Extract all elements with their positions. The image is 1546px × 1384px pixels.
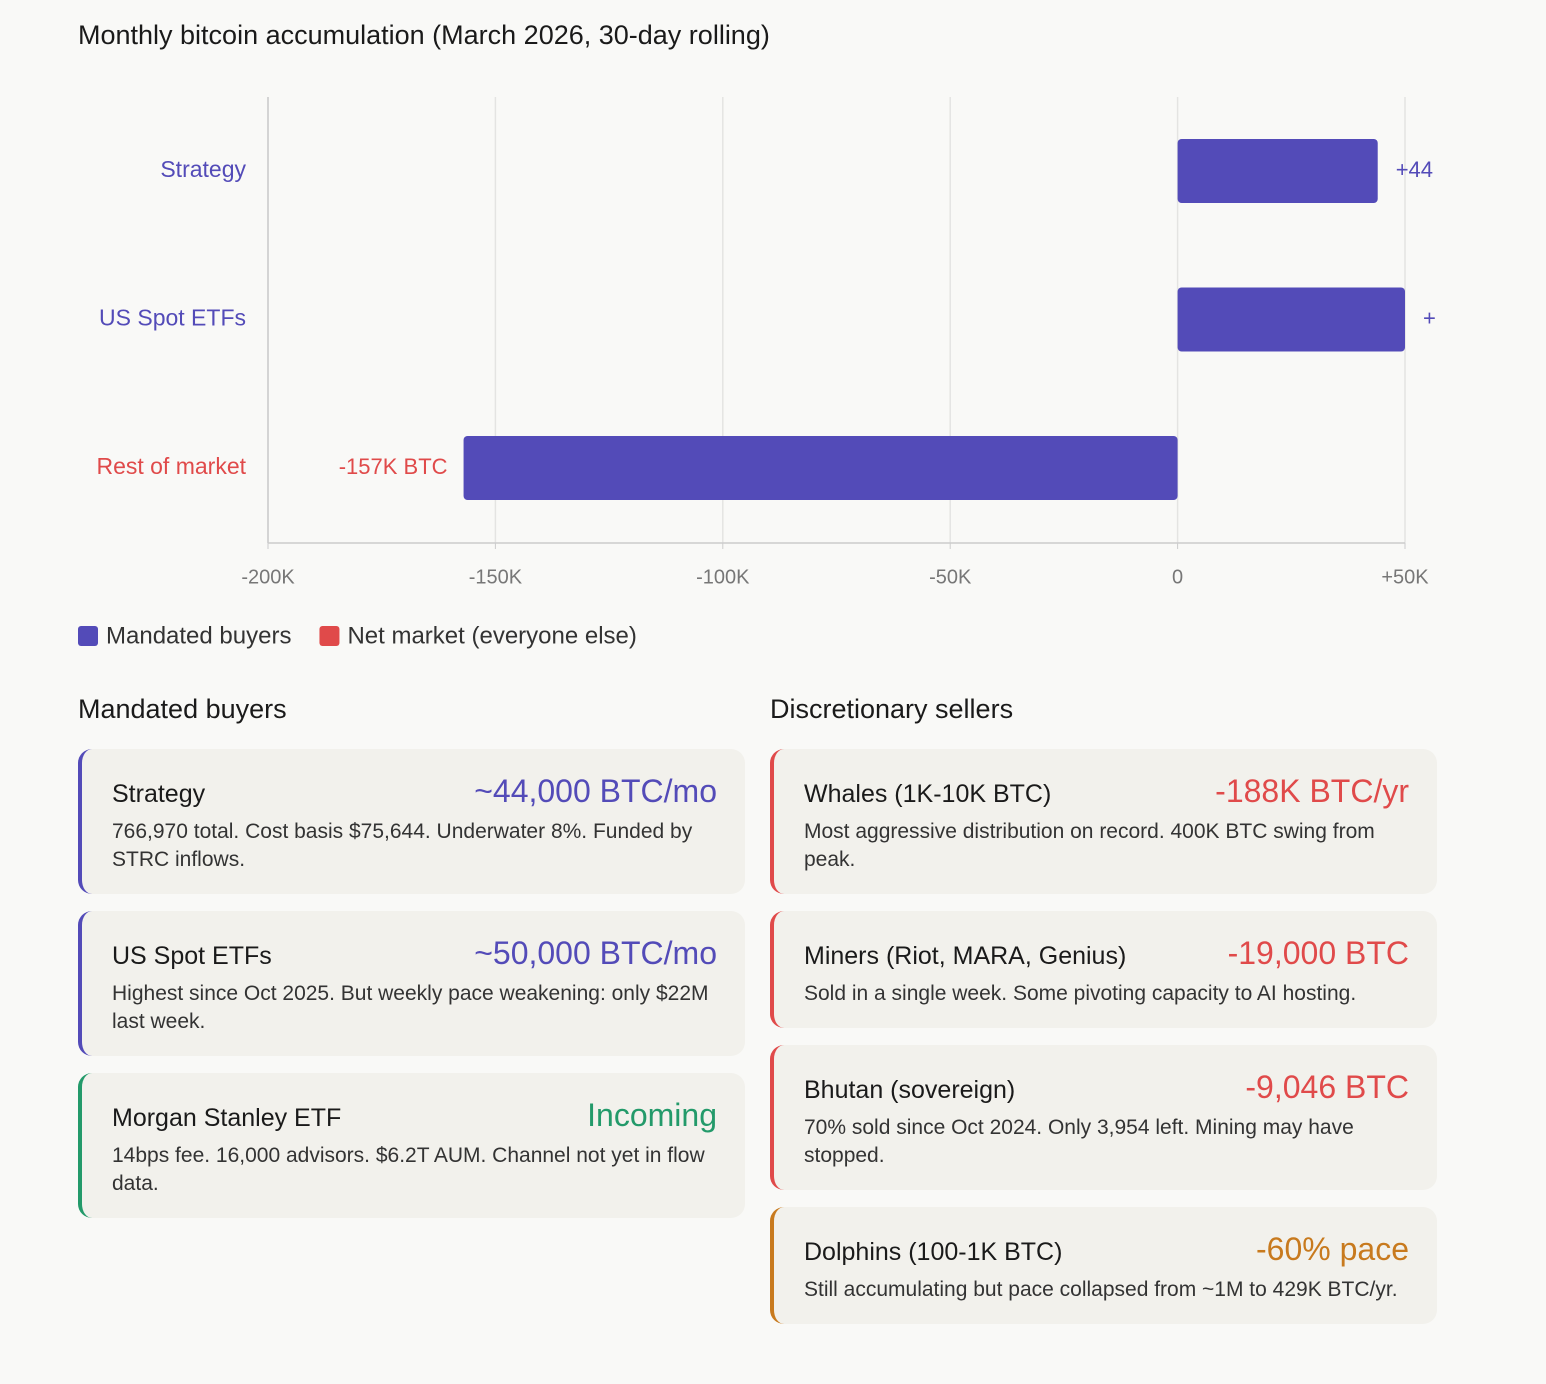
category-label: US Spot ETFs [99, 305, 246, 331]
card-name: Strategy [112, 780, 206, 808]
card: Strategy ~44,000 BTC/mo 766,970 total. Cos… [78, 749, 745, 894]
x-tick-label: -50K [929, 566, 972, 588]
card-description: 766,970 total. Cost basis $75,644. Under… [112, 820, 693, 871]
x-tick-label: +50K [1381, 566, 1429, 588]
card-value: -19,000 BTC [1227, 935, 1409, 971]
legend-swatch [319, 626, 340, 646]
card-header: US Spot ETFs ~50,000 BTC/mo [112, 935, 717, 972]
card: US Spot ETFs ~50,000 BTC/mo Highest since … [78, 911, 745, 1056]
card: Bhutan (sovereign) -9,046 BTC 70% sold sin… [770, 1045, 1437, 1190]
x-tick-label: 0 [1172, 566, 1183, 588]
x-tick-label: -100K [696, 566, 750, 588]
buyers-column: Mandated buyers Strategy ~44,000 BTC/mo 766… [78, 690, 745, 1218]
legend-swatch [78, 626, 98, 646]
card-value: ~50,000 BTC/mo [474, 935, 717, 971]
x-tick-label: -150K [469, 566, 523, 588]
card-description: Highest since Oct 2025. But weekly pace … [112, 982, 709, 1033]
bar [1177, 139, 1378, 203]
card-header: Whales (1K-10K BTC) -188K BTC/yr [804, 773, 1409, 810]
card-header: Dolphins (100-1K BTC) -60% pace [804, 1231, 1409, 1268]
card-description: Still accumulating but pace collapsed fr… [804, 1278, 1398, 1301]
value-label: + [1423, 305, 1436, 330]
card-name: Morgan Stanley ETF [112, 1104, 342, 1132]
card-value: ~44,000 BTC/mo [474, 773, 717, 809]
card-description: Sold in a single week. Some pivoting cap… [804, 982, 1357, 1005]
card-description: Most aggressive distribution on record. … [804, 820, 1375, 871]
chart-title: Monthly bitcoin accumulation (March 2026… [78, 20, 770, 50]
card: Dolphins (100-1K BTC) -60% pace Still accu… [770, 1207, 1437, 1324]
card-header: Morgan Stanley ETF Incoming [112, 1097, 717, 1134]
card-description: 14bps fee. 16,000 advisors. $6.2T AUM. C… [112, 1144, 705, 1195]
card: Morgan Stanley ETF Incoming 14bps fee. 16,… [78, 1073, 745, 1218]
section-title: Mandated buyers [78, 694, 287, 724]
card-value: -188K BTC/yr [1215, 773, 1409, 809]
card-header: Bhutan (sovereign) -9,046 BTC [804, 1069, 1409, 1106]
card-description: 70% sold since Oct 2024. Only 3,954 left… [804, 1116, 1354, 1167]
sellers-column: Discretionary sellers Whales (1K-10K BTC)… [770, 690, 1437, 1324]
card-name: Bhutan (sovereign) [804, 1076, 1016, 1104]
legend-label: Mandated buyers [106, 622, 291, 649]
chart: Monthly bitcoin accumulation (March 2026… [78, 20, 1436, 649]
card: Miners (Riot, MARA, Genius) -19,000 BTC So… [770, 911, 1437, 1028]
bar [1177, 287, 1405, 352]
card-value: -60% pace [1256, 1231, 1409, 1267]
legend-label: Net market (everyone else) [347, 622, 636, 649]
card-value: Incoming [587, 1097, 717, 1133]
card-name: Whales (1K-10K BTC) [804, 780, 1052, 808]
value-label: +44 [1396, 157, 1433, 182]
category-label: Rest of market [96, 453, 246, 479]
card-header: Miners (Riot, MARA, Genius) -19,000 BTC [804, 935, 1409, 972]
value-label: -157K BTC [339, 454, 448, 479]
bar [463, 436, 1178, 500]
card-name: US Spot ETFs [112, 942, 272, 970]
card-name: Miners (Riot, MARA, Genius) [804, 942, 1127, 970]
category-label: Strategy [160, 156, 246, 182]
x-tick-label: -200K [241, 566, 295, 588]
card: Whales (1K-10K BTC) -188K BTC/yr Most aggr… [770, 749, 1437, 894]
card-name: Dolphins (100-1K BTC) [804, 1238, 1063, 1266]
card-header: Strategy ~44,000 BTC/mo [112, 773, 717, 810]
section-title: Discretionary sellers [770, 694, 1014, 724]
card-value: -9,046 BTC [1245, 1069, 1409, 1105]
